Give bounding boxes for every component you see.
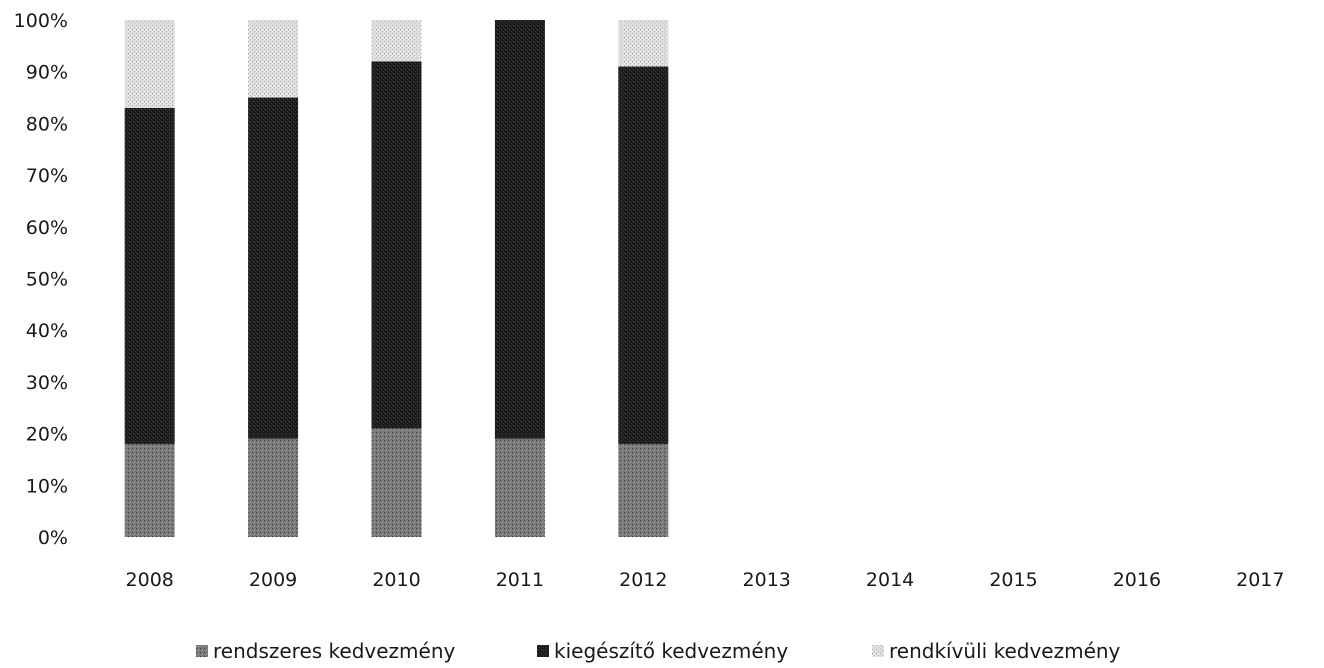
y-tick-label: 0% [38, 527, 68, 549]
x-tick-label: 2008 [126, 569, 174, 591]
bar-segment-2008-series-3 [124, 20, 175, 108]
bar-segment-2009-series-3 [248, 20, 299, 98]
x-tick-label: 2013 [743, 569, 791, 591]
bar-segment-2009-series-2 [248, 97, 299, 439]
y-tick-label: 40% [26, 320, 68, 342]
y-tick-label: 50% [26, 269, 68, 291]
x-tick-label: 2012 [619, 569, 667, 591]
legend-label: kiegészítő kedvezmény [554, 639, 788, 663]
x-tick-label: 2014 [866, 569, 914, 591]
y-tick-label: 80% [26, 113, 68, 135]
legend-swatch [196, 645, 208, 657]
x-tick-label: 2017 [1236, 569, 1284, 591]
x-tick-label: 2015 [989, 569, 1037, 591]
bars [124, 20, 669, 537]
legend-swatch [537, 645, 549, 657]
legend-swatch [872, 645, 884, 657]
y-tick-label: 70% [26, 165, 68, 187]
x-tick-label: 2016 [1113, 569, 1161, 591]
bar-segment-2008-series-2 [124, 107, 175, 444]
bar-segment-2008-series-1 [124, 443, 175, 537]
bar-segment-2012-series-1 [618, 443, 669, 537]
x-tick-label: 2010 [372, 569, 420, 591]
bar-segment-2012-series-3 [618, 20, 669, 67]
x-axis: 2008 2009 2010 2011 2012 2013 2014 2015 2016 2017 [126, 569, 1285, 591]
bar-segment-2010-series-3 [371, 20, 422, 62]
y-tick-label: 30% [26, 372, 68, 394]
legend-item: rendkívüli kedvezmény [872, 639, 1121, 663]
bar-segment-2011-series-1 [494, 438, 545, 537]
y-tick-label: 90% [26, 62, 68, 84]
y-axis: 0% 10% 20% 30% 40% 50% 60% 70% 80% 90% 100% [14, 10, 68, 549]
y-tick-label: 60% [26, 217, 68, 239]
legend-item: rendszeres kedvezmény [196, 639, 456, 663]
legend-item: kiegészítő kedvezmény [537, 639, 788, 663]
y-tick-label: 10% [26, 475, 68, 497]
bar-segment-2011-series-2 [494, 20, 545, 439]
legend: rendszeres kedvezmény kiegészítő kedvezmé… [196, 639, 1121, 663]
y-tick-label: 100% [14, 10, 68, 32]
x-tick-label: 2009 [249, 569, 297, 591]
legend-label: rendszeres kedvezmény [213, 639, 456, 663]
bar-segment-2012-series-2 [618, 66, 669, 444]
y-tick-label: 20% [26, 424, 68, 446]
bar-segment-2010-series-2 [371, 61, 422, 429]
bar-segment-2009-series-1 [248, 438, 299, 537]
bar-segment-2010-series-1 [371, 428, 422, 537]
x-tick-label: 2011 [496, 569, 544, 591]
legend-label: rendkívüli kedvezmény [889, 639, 1121, 663]
